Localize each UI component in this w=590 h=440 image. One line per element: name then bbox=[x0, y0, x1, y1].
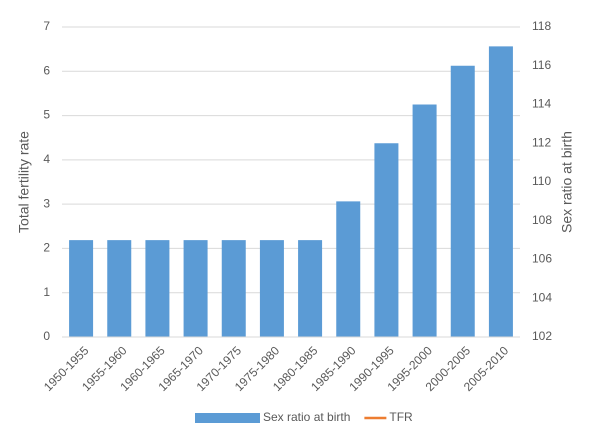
y2-tick-label: 108 bbox=[532, 213, 552, 227]
bar bbox=[221, 240, 246, 337]
y2-tick-label: 114 bbox=[532, 97, 551, 111]
y2-tick-label: 118 bbox=[532, 19, 551, 33]
y2-tick-label: 112 bbox=[532, 135, 551, 149]
y2-tick-label: 116 bbox=[532, 58, 551, 72]
y-tick-label: 7 bbox=[43, 19, 50, 33]
y-tick-label: 3 bbox=[43, 196, 50, 210]
y-axis-title: Total fertility rate bbox=[16, 131, 32, 233]
bar bbox=[107, 240, 132, 337]
y-tick-label: 0 bbox=[43, 329, 50, 343]
bar bbox=[298, 240, 323, 337]
bar bbox=[374, 143, 399, 337]
y2-tick-label: 106 bbox=[532, 252, 552, 266]
y-tick-label: 2 bbox=[43, 241, 50, 255]
y2-axis-title: Sex ratio at birth bbox=[559, 131, 575, 233]
y2-tick-label: 104 bbox=[532, 290, 552, 304]
y-tick-label: 5 bbox=[43, 108, 50, 122]
legend-label: Sex ratio at birth bbox=[263, 410, 350, 424]
y-tick-label: 1 bbox=[43, 285, 50, 299]
legend-swatch bbox=[195, 413, 260, 423]
bar bbox=[450, 65, 475, 337]
y2-tick-label: 110 bbox=[532, 174, 551, 188]
bar bbox=[145, 240, 170, 337]
bar bbox=[412, 104, 437, 337]
bar bbox=[69, 240, 94, 337]
y-tick-label: 4 bbox=[43, 152, 50, 166]
bar bbox=[336, 201, 361, 337]
y-tick-label: 6 bbox=[43, 63, 50, 77]
y2-tick-label: 102 bbox=[532, 329, 552, 343]
bar bbox=[259, 240, 284, 337]
legend-label: TFR bbox=[389, 410, 413, 424]
bar bbox=[183, 240, 208, 337]
bar bbox=[488, 46, 513, 337]
